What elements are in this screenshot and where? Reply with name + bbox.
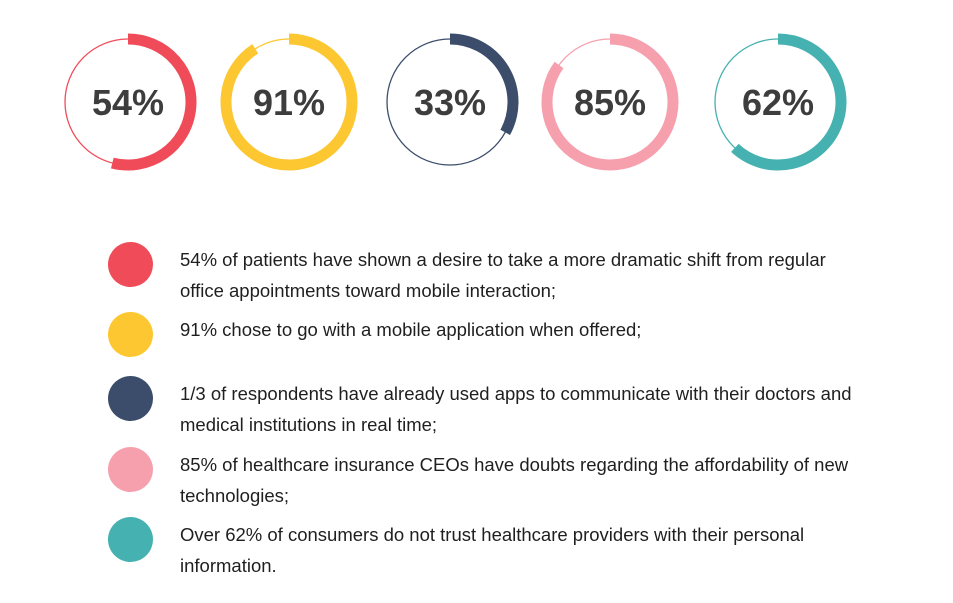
legend-text-3: 1/3 of respondents have already used app… (180, 383, 852, 435)
donut-arc-red (110, 33, 197, 171)
legend-dot-navy-icon (108, 376, 153, 421)
donut-arc-teal (731, 33, 847, 171)
legend-dot-pink-icon (108, 447, 153, 492)
donut-charts: 54% 91% 33% 85% 62% (64, 33, 847, 171)
donut-navy: 33% (386, 33, 519, 166)
donut-arc-navy (449, 33, 519, 135)
legend-text-4: 85% of healthcare insurance CEOs have do… (180, 454, 849, 506)
donut-label-red: 54% (92, 82, 164, 123)
legend-dot-red-icon (108, 242, 153, 287)
donut-label-pink: 85% (574, 82, 646, 123)
donut-teal: 62% (714, 33, 847, 171)
donut-label-teal: 62% (742, 82, 814, 123)
legend-text-1: 54% of patients have shown a desire to t… (180, 249, 826, 301)
legend-dot-yellow-icon (108, 312, 153, 357)
donut-yellow: 91% (220, 33, 358, 171)
donut-label-navy: 33% (414, 82, 486, 123)
legend-dot-teal-icon (108, 517, 153, 562)
donut-red: 54% (64, 33, 197, 171)
donut-arc-pink (541, 33, 679, 171)
donut-label-yellow: 91% (253, 82, 325, 123)
legend-text-5: Over 62% of consumers do not trust healt… (180, 524, 805, 576)
legend-text-2: 91% chose to go with a mobile applicatio… (180, 319, 642, 340)
donut-arc-yellow (220, 33, 358, 171)
donut-pink: 85% (541, 33, 679, 171)
